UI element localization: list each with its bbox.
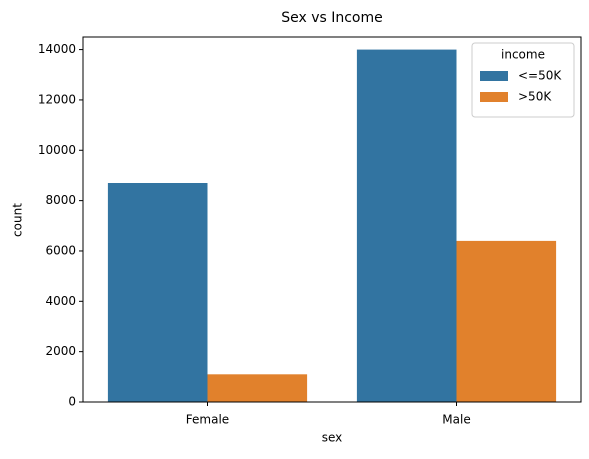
y-tick-label: 4000 [45,294,76,308]
chart-title: Sex vs Income [281,10,383,26]
bar [456,240,557,402]
y-tick-label: 0 [68,395,76,409]
legend-label: <=50K [518,69,562,83]
y-tick-label: 14000 [38,42,76,56]
y-tick-label: 10000 [38,143,76,157]
legend-label: >50K [518,90,552,104]
legend-title: income [501,48,545,62]
plot-frame [82,36,582,403]
y-axis-label: count [11,203,25,237]
bar [207,374,308,402]
x-tick-label: Female [186,413,229,427]
y-tick-label: 12000 [38,92,76,106]
x-axis-label: sex [322,431,343,445]
x-tick-label: Male [442,413,470,427]
y-tick-label: 6000 [45,243,76,257]
bar [356,49,457,402]
legend-swatch [480,92,508,102]
y-tick-label: 8000 [45,193,76,207]
legend-swatch [480,71,508,81]
bar [107,183,208,402]
y-tick-label: 2000 [45,344,76,358]
